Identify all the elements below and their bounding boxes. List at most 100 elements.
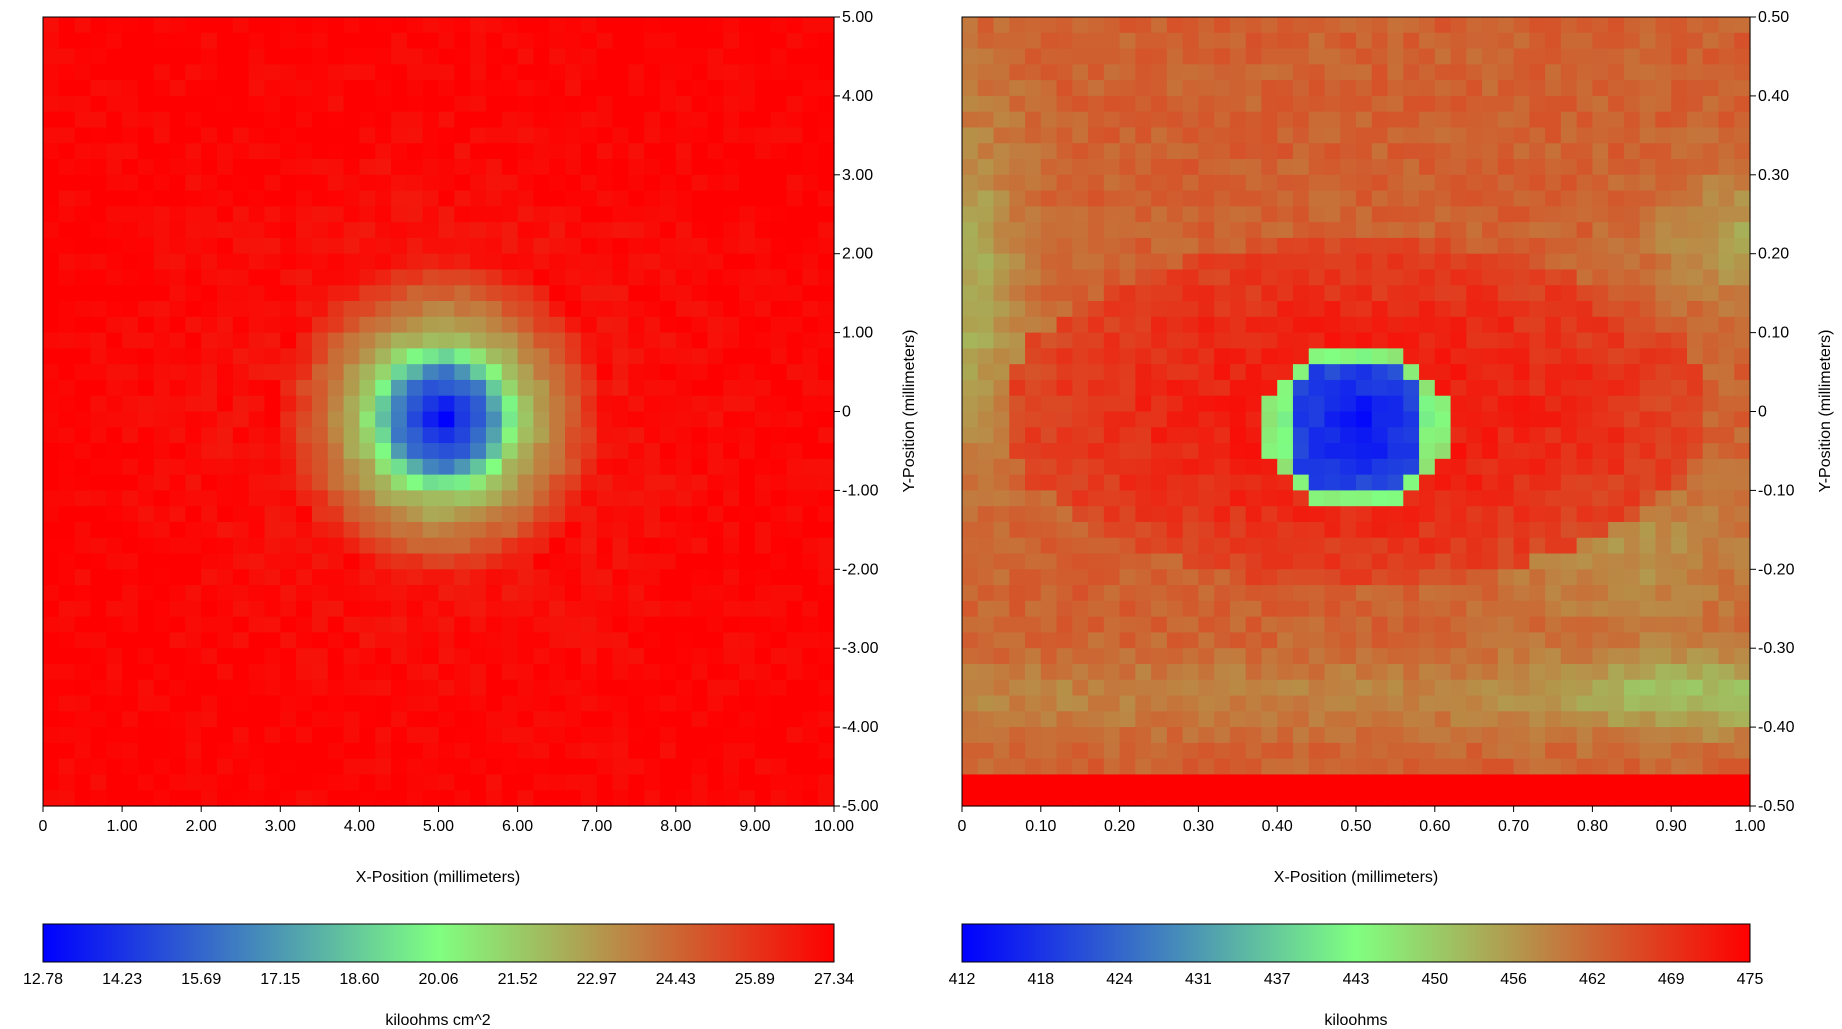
heat-cell — [1623, 301, 1641, 318]
heat-cell — [1371, 206, 1389, 223]
heat-cell — [1576, 648, 1593, 665]
heat-cell — [1025, 206, 1042, 223]
heat-cell — [1261, 364, 1278, 381]
heat-cell — [723, 17, 740, 34]
heat-cell — [470, 616, 487, 634]
heat-cell — [739, 269, 756, 286]
heat-cell — [359, 663, 376, 681]
heat-cell — [1324, 742, 1341, 760]
heat-cell — [1734, 32, 1751, 50]
heat-cell — [406, 569, 424, 586]
heat-cell — [533, 32, 550, 50]
heat-cell — [375, 32, 392, 50]
heat-cell — [1529, 411, 1546, 428]
heat-cell — [1040, 427, 1058, 444]
heat-cell — [977, 758, 995, 776]
heat-cell — [1245, 521, 1263, 539]
heat-cell — [1056, 159, 1073, 176]
heat-cell — [153, 742, 171, 760]
heat-cell — [296, 742, 313, 760]
heat-cell — [549, 285, 566, 302]
heat-cell — [1292, 474, 1310, 491]
heat-cell — [470, 269, 487, 286]
heat-cell — [185, 316, 202, 334]
heat-cell — [1229, 348, 1247, 365]
heat-cell — [1198, 206, 1215, 223]
heat-cell — [43, 159, 60, 176]
heat-cell — [422, 616, 440, 634]
heat-cell — [1119, 663, 1136, 681]
heat-cell — [391, 143, 408, 160]
heat-cell — [612, 17, 629, 34]
heat-cell — [1119, 48, 1136, 65]
heat-cell — [818, 17, 835, 34]
heat-cell — [1497, 190, 1515, 207]
heat-cell — [58, 600, 76, 618]
heat-cell — [122, 553, 139, 570]
heat-cell — [1655, 632, 1672, 649]
heat-cell — [1655, 127, 1672, 144]
heat-cell — [1639, 663, 1657, 681]
heat-cell — [1576, 111, 1593, 129]
heat-cell — [1497, 663, 1515, 681]
heat-cell — [311, 490, 329, 507]
heat-cell — [106, 427, 123, 444]
heat-cell — [359, 222, 376, 239]
heat-cell — [169, 48, 186, 65]
heat-cell — [580, 95, 598, 113]
heat-cell — [1245, 316, 1263, 334]
heat-cell — [596, 443, 614, 460]
heat-cell — [1324, 632, 1341, 649]
heat-cell — [327, 569, 345, 586]
heat-cell — [1671, 553, 1688, 570]
heat-cell — [1151, 663, 1168, 681]
heat-cell — [549, 585, 566, 602]
heat-cell — [1686, 663, 1704, 681]
heat-cell — [1119, 285, 1136, 302]
heat-cell — [169, 174, 186, 192]
heat-cell — [359, 585, 376, 602]
heat-cell — [1545, 427, 1562, 444]
heat-cell — [707, 443, 724, 460]
heat-cell — [485, 17, 503, 34]
heat-cell — [802, 521, 819, 539]
heat-cell — [549, 521, 566, 539]
heat-cell — [264, 569, 281, 586]
heat-cell — [1529, 190, 1546, 207]
heat-cell — [723, 395, 740, 413]
heat-cell — [74, 301, 92, 318]
heat-cell — [201, 190, 218, 207]
heat-cell — [169, 553, 186, 570]
heat-cell — [311, 379, 329, 397]
heat-cell — [1135, 174, 1152, 192]
heat-cell — [248, 616, 266, 634]
heat-cell — [1292, 727, 1310, 744]
heat-cell — [1655, 301, 1672, 318]
heat-cell — [1450, 206, 1467, 223]
heat-cell — [1340, 774, 1357, 791]
heat-cell — [122, 17, 139, 34]
heat-cell — [1466, 64, 1483, 81]
heat-cell — [1702, 379, 1720, 397]
heat-cell — [485, 269, 503, 286]
heat-cell — [1308, 695, 1326, 712]
heat-cell — [217, 632, 234, 649]
heat-cell — [1513, 553, 1530, 570]
heat-cell — [122, 616, 139, 634]
heat-cell — [1277, 585, 1294, 602]
heat-cell — [1009, 569, 1026, 586]
heat-cell — [1340, 537, 1357, 555]
heat-cell — [1734, 521, 1751, 539]
heat-cell — [580, 616, 598, 634]
heat-cell — [217, 159, 234, 176]
heat-cell — [644, 143, 661, 160]
heat-cell — [327, 553, 345, 570]
heat-cell — [1214, 679, 1231, 697]
heat-cell — [596, 600, 614, 618]
heat-cell — [1434, 774, 1452, 791]
heat-cell — [1277, 632, 1294, 649]
heat-cell — [1072, 174, 1089, 192]
heat-cell — [359, 80, 376, 97]
heat-cell — [1671, 711, 1688, 728]
heat-cell — [1403, 648, 1420, 665]
